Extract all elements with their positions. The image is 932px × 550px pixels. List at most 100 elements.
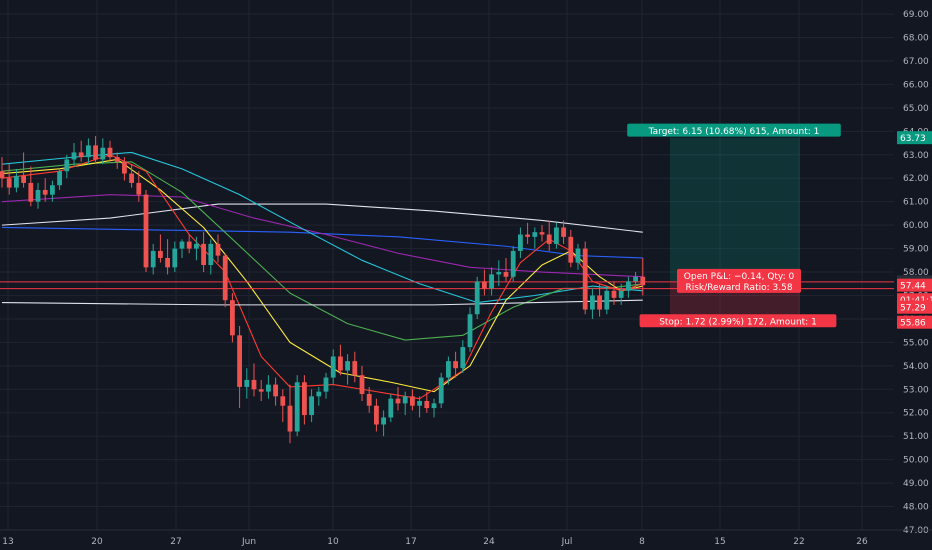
price-tick-label: 66.00	[903, 80, 929, 90]
stop-label: Stop: 1.72 (2.99%) 172, Amount: 1	[659, 318, 817, 328]
candle-body	[582, 248, 588, 310]
time-tick-label: 17	[405, 537, 416, 547]
open-pl-label: Open P&L: −0.14, Qty: 0	[684, 272, 795, 282]
time-tick-label: 15	[714, 537, 725, 547]
candle-body	[431, 403, 437, 409]
candle-body	[21, 175, 26, 183]
price-tick-label: 58.00	[903, 268, 929, 278]
candle-body	[251, 379, 257, 390]
candle-body	[93, 145, 98, 160]
candle-body	[424, 401, 430, 409]
price-tick-label: 50.00	[903, 456, 929, 466]
candle-body	[309, 396, 314, 416]
candle-body	[323, 377, 329, 392]
candle-body	[150, 250, 156, 268]
stop-label-box	[639, 314, 837, 328]
candle-body	[100, 147, 106, 160]
price-tick-label: 60.00	[903, 221, 929, 231]
price-tick-label: 55.00	[903, 338, 929, 348]
candle-body	[474, 281, 480, 315]
time-tick-label: 24	[483, 537, 495, 547]
candle-body	[352, 361, 358, 376]
candle-body	[510, 250, 516, 277]
candle-body	[237, 335, 242, 387]
open-pl-box	[677, 268, 801, 293]
candle-body	[482, 281, 487, 289]
candle-body	[374, 405, 379, 425]
price-tick-label: 48.00	[903, 503, 929, 513]
candle-body	[143, 194, 149, 268]
candle-body	[345, 361, 350, 371]
candle-body	[114, 157, 120, 162]
candle-body	[539, 232, 545, 235]
price-tag-label: 55.86	[900, 319, 926, 329]
candle-body	[395, 398, 401, 404]
price-tick-label: 51.00	[903, 432, 929, 442]
candle-body	[503, 272, 509, 277]
time-axis[interactable]: 13 20 27 Jun 10 17 24 Jul 8 15 22 26	[0, 529, 932, 547]
candle-body	[165, 257, 170, 268]
candle-body	[194, 243, 199, 249]
candle-body	[280, 396, 286, 406]
price-tag-box	[897, 300, 932, 314]
moving-average-line	[1, 151, 643, 304]
candle-body	[222, 255, 228, 301]
price-axis-background	[894, 0, 932, 550]
time-tick-label: 8	[639, 537, 645, 547]
candle-body	[532, 232, 538, 237]
price-tick-label: 69.00	[903, 10, 929, 20]
candle-body	[266, 384, 271, 392]
candle-body	[294, 382, 300, 432]
candle-body	[366, 393, 372, 406]
price-tick-label: 67.00	[903, 57, 929, 67]
time-tick-label: 22	[793, 537, 804, 547]
candle-body	[201, 243, 206, 265]
candle-body	[57, 171, 62, 186]
candle-body	[453, 361, 458, 369]
candle-body	[86, 145, 91, 158]
price-tick-label: 47.00	[903, 526, 929, 536]
candle-body	[172, 248, 178, 268]
price-tick-label: 59.00	[903, 245, 929, 255]
candle-body	[136, 182, 142, 195]
candle-body	[568, 236, 574, 263]
candle-body	[186, 241, 192, 249]
price-tick-label: 53.00	[903, 385, 929, 395]
candle-body	[244, 379, 250, 387]
position-tool[interactable]	[670, 137, 800, 323]
target-label: Target: 6.15 (10.68%) 615, Amount: 1	[648, 127, 820, 137]
grid	[0, 0, 894, 531]
price-tick-label: 61.00	[903, 198, 929, 208]
candle-body	[258, 389, 264, 392]
risk-reward-label: Risk/Reward Ratio: 3.58	[685, 283, 792, 293]
candle-body	[122, 161, 127, 174]
candles	[0, 136, 646, 444]
candle-body	[381, 417, 386, 425]
price-axis[interactable]: 47.00 48.00 49.00 50.00 51.00 52.00 53.00 54.00…	[894, 0, 932, 550]
time-tick-label: Jul	[561, 537, 573, 547]
candle-body	[287, 405, 293, 432]
candle-body	[78, 152, 84, 158]
candle-body	[633, 276, 638, 282]
candle-body	[338, 356, 343, 371]
price-tick-label: 62.00	[903, 174, 929, 184]
price-tick-label: 54.00	[903, 362, 929, 372]
candle-body	[14, 175, 19, 188]
candle-body	[107, 147, 113, 158]
moving-average-line	[1, 299, 643, 306]
candle-body	[575, 248, 581, 263]
candle-body	[230, 300, 235, 336]
moving-average-line	[1, 194, 643, 278]
candle-body	[359, 375, 365, 394]
time-tick-label: 26	[856, 537, 868, 547]
time-tick-label: Jun	[241, 537, 256, 547]
candle-body	[208, 243, 214, 265]
candle-body	[626, 281, 631, 291]
price-tag-label: 57.44	[900, 282, 926, 292]
candle-body	[590, 295, 595, 310]
candle-body	[467, 314, 473, 348]
candle-body	[518, 234, 523, 251]
